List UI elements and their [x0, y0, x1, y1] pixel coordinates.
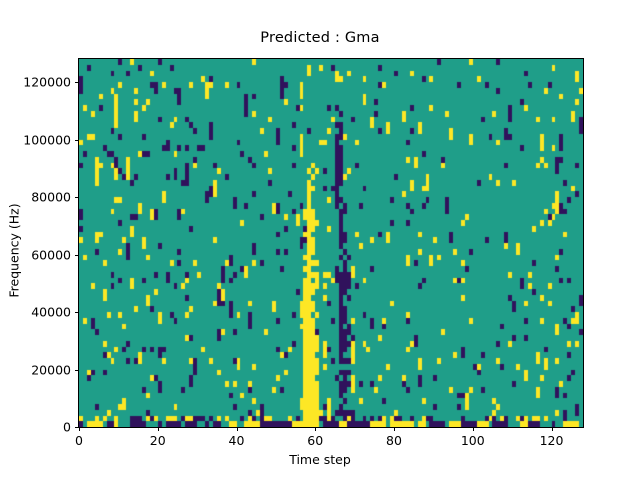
- x-axis-label: Time step: [289, 452, 351, 467]
- y-tick-mark: [75, 82, 79, 83]
- x-tick-mark: [394, 427, 395, 431]
- x-tick-label: 100: [460, 433, 485, 448]
- x-tick-mark: [79, 427, 80, 431]
- x-tick-label: 80: [386, 433, 402, 448]
- x-tick-label: 60: [307, 433, 324, 448]
- y-tick-label: 100000: [23, 132, 71, 147]
- chart-title: Predicted : Gma: [260, 30, 380, 46]
- x-tick-label: 120: [539, 433, 564, 448]
- heatmap-axes: [78, 58, 584, 428]
- x-tick-mark: [315, 427, 317, 431]
- x-tick-mark: [236, 427, 238, 431]
- y-tick-mark: [75, 427, 79, 428]
- y-tick-mark: [75, 197, 79, 198]
- y-tick-mark: [75, 254, 79, 256]
- y-tick-label: 120000: [23, 74, 71, 90]
- y-tick-label: 40000: [31, 304, 71, 320]
- y-tick-label: 80000: [31, 189, 71, 205]
- x-tick-label: 20: [149, 433, 166, 448]
- y-tick-label: 60000: [31, 247, 71, 262]
- x-tick-mark: [551, 427, 553, 431]
- y-tick-label: 20000: [31, 362, 71, 377]
- x-tick-mark: [157, 427, 159, 431]
- y-tick-mark: [75, 139, 79, 141]
- y-tick-mark: [75, 369, 79, 371]
- x-tick-label: 0: [75, 433, 83, 448]
- y-axis-label: Frequency (Hz): [6, 203, 22, 298]
- y-tick-mark: [75, 312, 79, 313]
- x-tick-mark: [472, 427, 474, 431]
- y-axis-label-wrap: Frequency (Hz): [7, 0, 22, 480]
- heatmap-image: [79, 59, 583, 427]
- x-tick-label: 40: [228, 433, 245, 448]
- y-tick-label: 0: [63, 419, 71, 435]
